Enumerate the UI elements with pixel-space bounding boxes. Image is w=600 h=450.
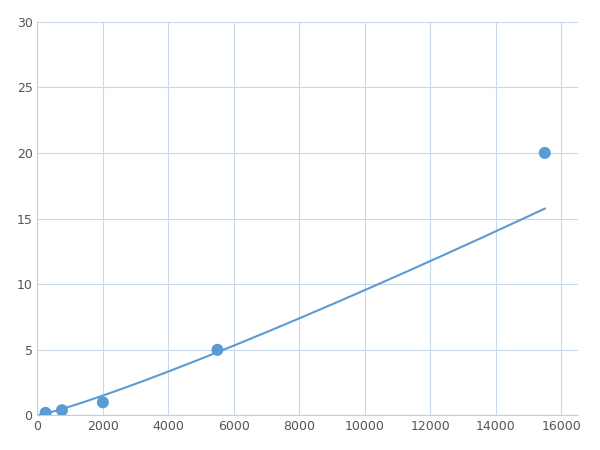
Point: [98, 399, 107, 406]
Point: [212, 346, 222, 353]
Point: [41, 409, 50, 416]
Point: [540, 149, 550, 157]
Point: [57, 407, 67, 414]
